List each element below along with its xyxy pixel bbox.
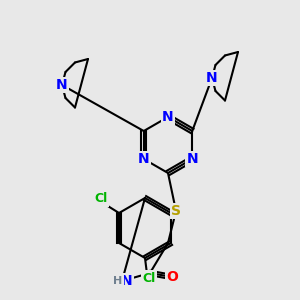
Text: S: S <box>171 204 181 218</box>
Text: H: H <box>113 276 123 286</box>
Text: N: N <box>186 152 198 166</box>
Text: Cl: Cl <box>142 272 156 284</box>
Text: N: N <box>162 110 174 124</box>
Text: Cl: Cl <box>94 193 108 206</box>
Text: N: N <box>206 71 218 85</box>
Text: O: O <box>166 270 178 284</box>
Text: N: N <box>138 152 150 166</box>
Text: N: N <box>121 274 133 288</box>
Text: N: N <box>56 78 68 92</box>
